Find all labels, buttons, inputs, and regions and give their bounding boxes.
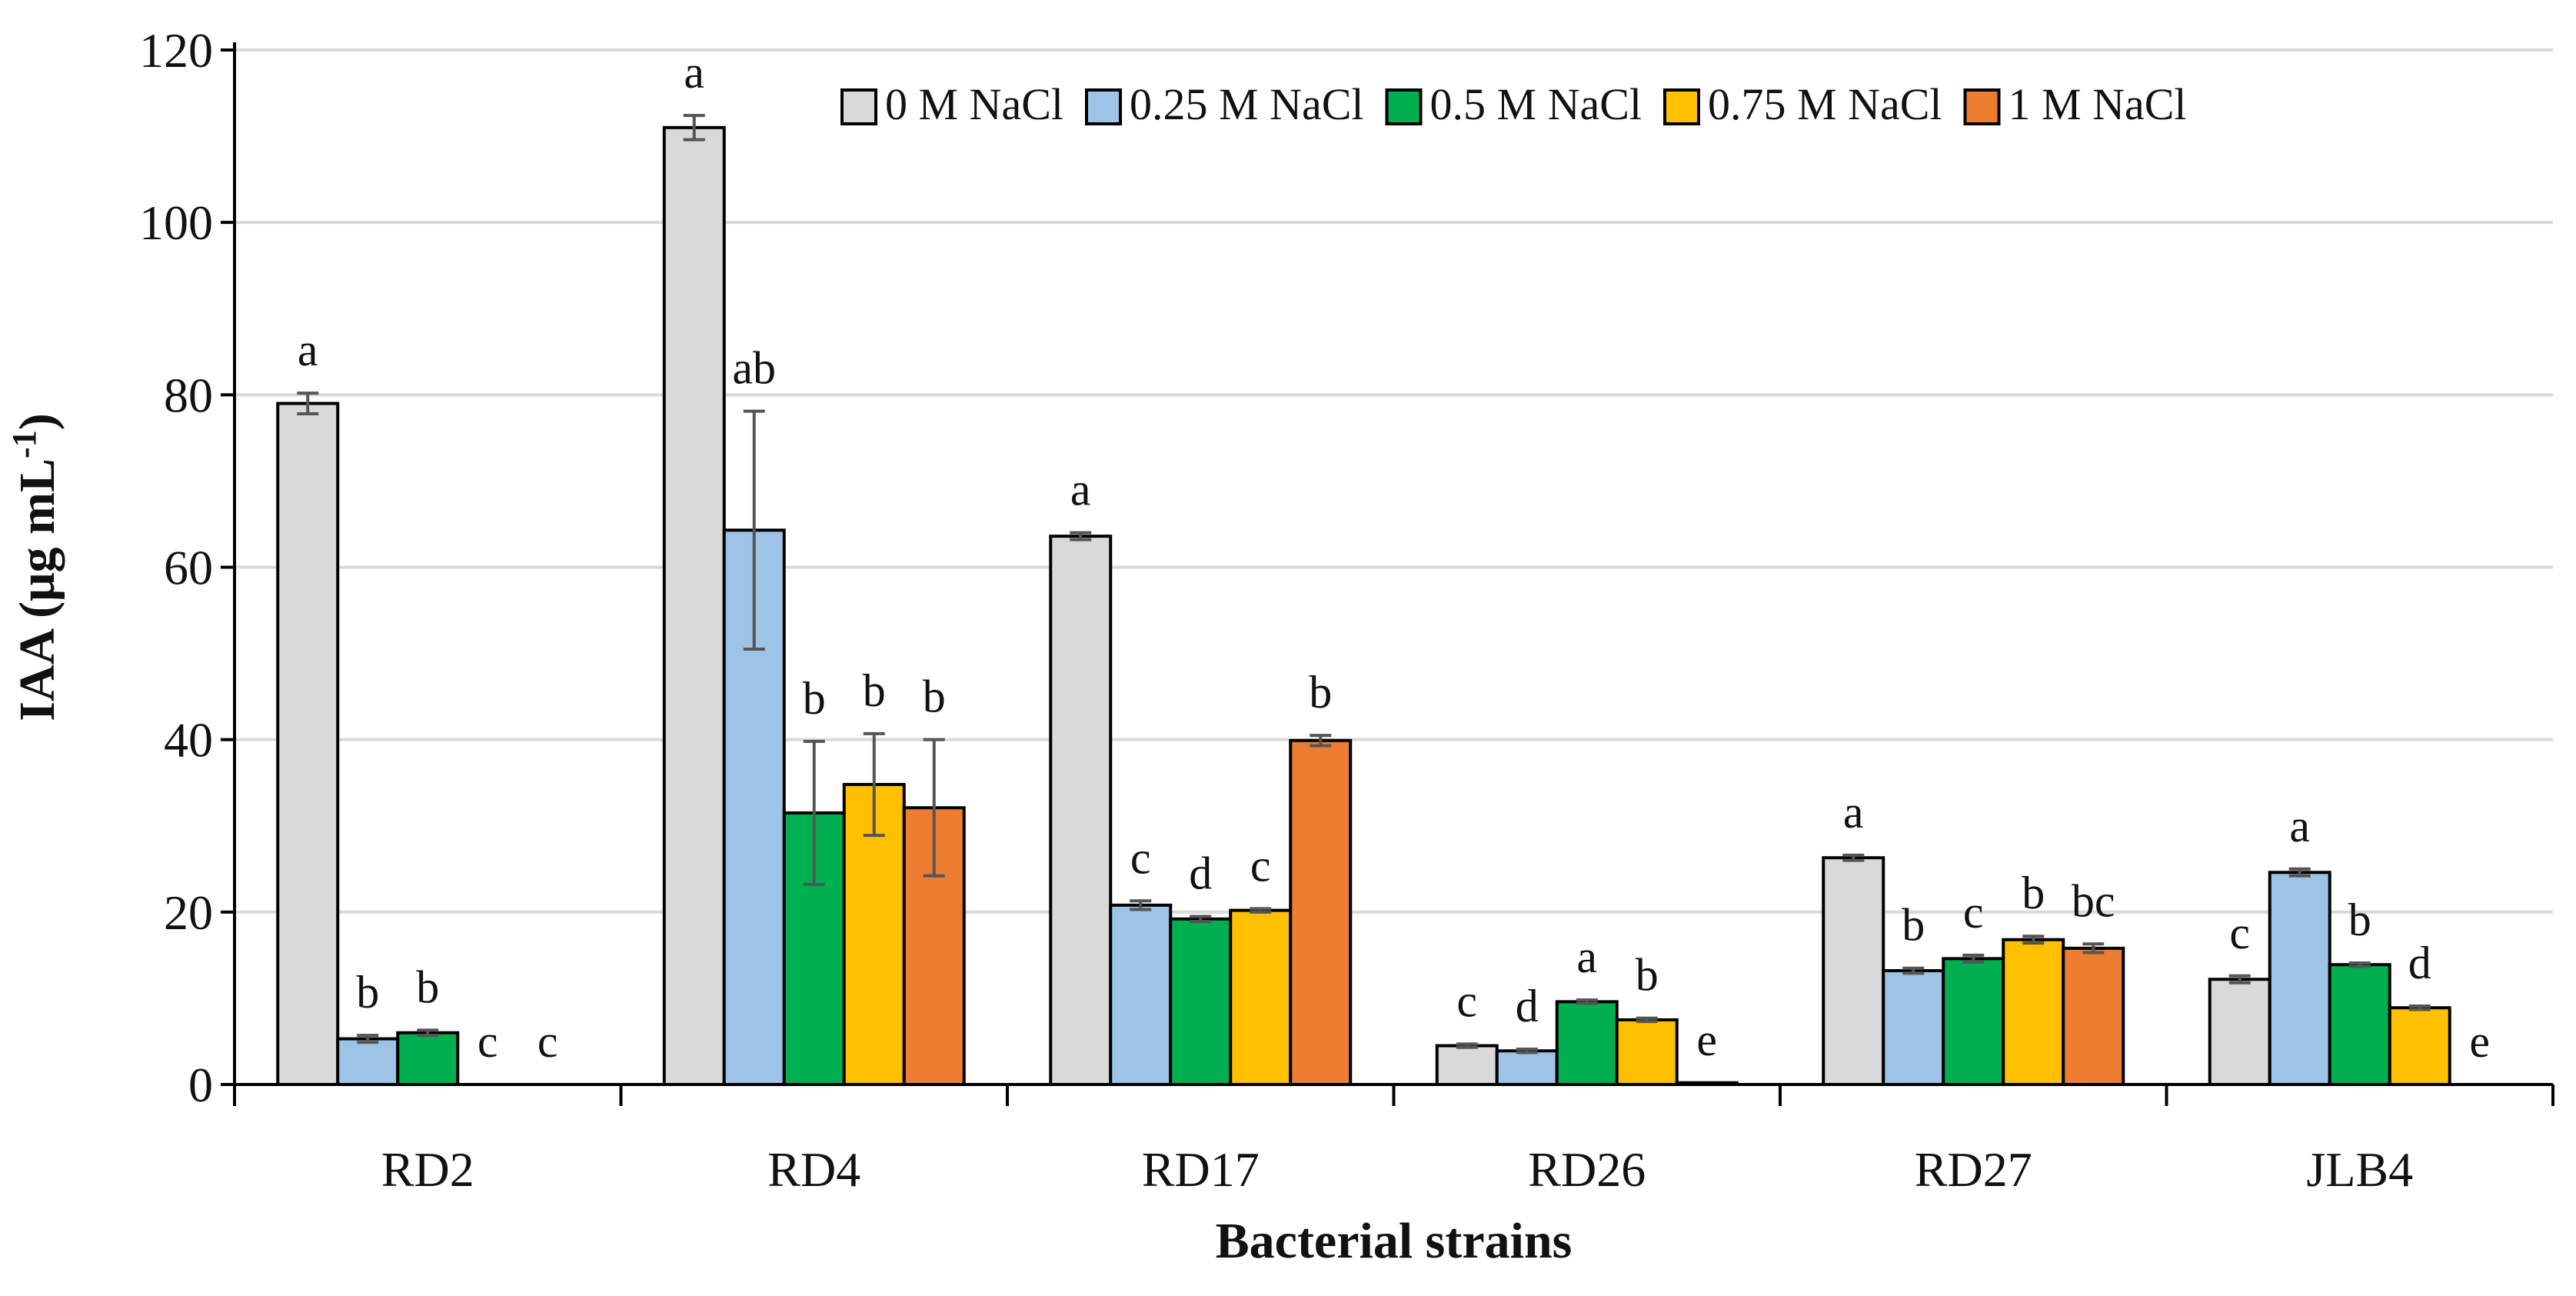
y-tick-label: 80 <box>164 368 213 422</box>
y-axis-title-close: ) <box>9 413 65 430</box>
bar <box>1109 903 1173 1087</box>
y-axis-title-main: IAA (μg mL <box>9 458 65 721</box>
significance-label: e <box>2469 1016 2490 1067</box>
x-category-label: JLB4 <box>2306 1142 2413 1197</box>
significance-label: a <box>2289 801 2310 851</box>
bar <box>2062 946 2125 1086</box>
y-tick-label: 20 <box>164 885 213 940</box>
significance-label: c <box>1963 887 1984 938</box>
axes <box>221 42 2554 1106</box>
x-axis-title: Bacterial strains <box>1216 1213 1573 1269</box>
bar <box>336 1037 400 1086</box>
bar <box>1435 1044 1499 1086</box>
y-tick-label: 0 <box>188 1058 213 1112</box>
significance-label: b <box>863 665 886 716</box>
y-tick-label: 100 <box>139 195 213 250</box>
significance-label: e <box>1696 1014 1717 1065</box>
significance-label: b <box>923 671 946 722</box>
bar <box>662 125 726 1086</box>
bar <box>1942 957 2005 1086</box>
legend-label: 0 M NaCl <box>885 79 1063 129</box>
bar <box>2268 871 2331 1087</box>
x-category-label: RD27 <box>1915 1142 2032 1197</box>
significance-label: b <box>1636 950 1659 1001</box>
bar <box>1495 1049 1559 1086</box>
legend-swatch <box>1663 88 1700 125</box>
bar <box>1169 917 1233 1087</box>
significance-label: c <box>537 1016 558 1067</box>
significance-label: b <box>2022 868 2045 918</box>
significance-label: b <box>356 967 379 1018</box>
bar <box>276 401 340 1086</box>
significance-label: b <box>1902 900 1925 951</box>
y-axis-title: IAA (μg mL-1) <box>5 413 66 721</box>
significance-label: b <box>803 673 826 724</box>
significance-label: a <box>1576 931 1597 982</box>
bar <box>1882 969 1945 1087</box>
bar <box>2388 1006 2451 1087</box>
significance-label: a <box>1843 787 1864 838</box>
significance-label: d <box>2408 938 2431 988</box>
legend-swatch <box>1963 88 2001 125</box>
significance-label: c <box>478 1016 498 1067</box>
x-category-label: RD2 <box>381 1142 474 1197</box>
bar <box>1229 908 1293 1087</box>
significance-label: a <box>684 47 704 98</box>
significance-label: b <box>1309 667 1332 718</box>
y-axis-title-sup: -1 <box>5 430 43 458</box>
bar <box>1615 1018 1679 1086</box>
significance-label: b <box>416 961 439 1012</box>
x-category-label: RD17 <box>1142 1142 1260 1197</box>
bar <box>1289 738 1353 1086</box>
legend-swatch <box>1385 88 1423 125</box>
legend-label: 1 M NaCl <box>2009 79 2187 129</box>
bar <box>1822 856 1885 1086</box>
significance-label: d <box>1189 848 1212 898</box>
legend: 0 M NaCl 0.25 M NaCl 0.5 M NaCl 0.75 M NaCl… <box>840 79 2187 129</box>
y-tick-label: 60 <box>164 541 213 595</box>
significance-label: ab <box>732 343 776 394</box>
legend-swatch <box>1085 88 1122 125</box>
labels: 0 20 40 60 80 100 120 RD2 RD4 RD17 RD26 RD27 JLB4 a a a… <box>139 23 2490 1197</box>
x-category-label: RD26 <box>1528 1142 1646 1197</box>
significance-label: c <box>1456 975 1477 1026</box>
x-category-label: RD4 <box>767 1142 860 1197</box>
bar <box>1555 1000 1619 1087</box>
y-tick-label: 40 <box>164 713 213 768</box>
bars <box>276 114 2451 1087</box>
significance-label: a <box>298 325 318 375</box>
bar <box>2002 938 2065 1086</box>
gridlines <box>235 48 2553 914</box>
legend-label: 0.75 M NaCl <box>1708 79 1942 129</box>
significance-label: b <box>2348 895 2371 945</box>
significance-label: c <box>1250 840 1271 891</box>
significance-label: c <box>1130 832 1151 883</box>
bar <box>2328 963 2391 1087</box>
y-tick-label: 120 <box>139 23 213 78</box>
significance-label: bc <box>2072 875 2115 926</box>
legend-label: 0.5 M NaCl <box>1430 79 1642 129</box>
significance-label: d <box>1516 981 1539 1031</box>
significance-label: c <box>2229 908 2250 958</box>
significance-label: a <box>1070 465 1091 515</box>
bar <box>396 1031 460 1086</box>
legend-label: 0.25 M NaCl <box>1130 79 1364 129</box>
legend-swatch <box>840 88 877 125</box>
bar <box>2208 978 2271 1086</box>
bar <box>1049 535 1113 1086</box>
